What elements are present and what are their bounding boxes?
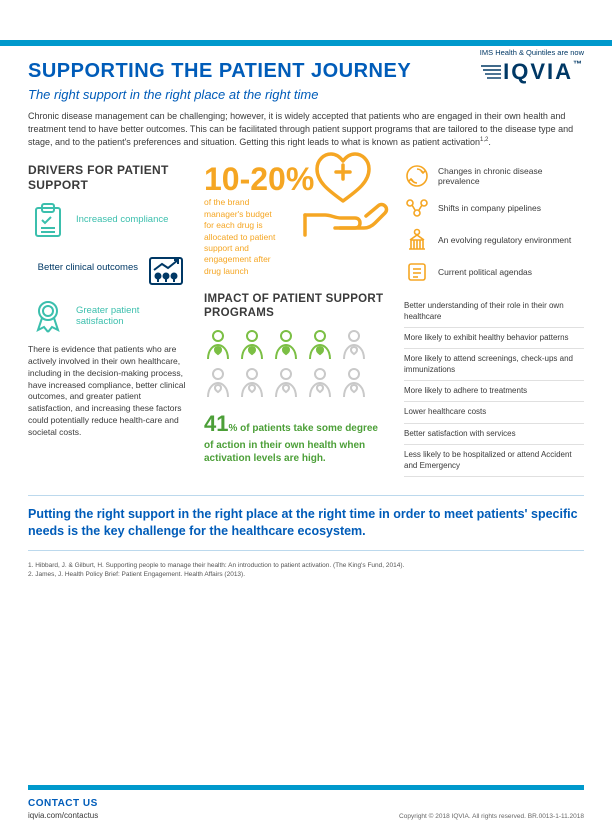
outcome-item: Lower healthcare costs <box>404 402 584 423</box>
factor-item: Shifts in company pipelines <box>404 195 584 221</box>
page-footer: CONTACT US iqvia.com/contactus Copyright… <box>0 785 612 832</box>
outcome-item: Better satisfaction with services <box>404 424 584 445</box>
factor-item: Changes in chronic disease prevalence <box>404 163 584 189</box>
impact-stat: 41% of patients take some degree of acti… <box>204 409 390 466</box>
budget-text: of the brand manager's budget for each d… <box>204 197 282 277</box>
regulatory-icon <box>404 227 430 253</box>
outcome-item: More likely to adhere to treatments <box>404 381 584 402</box>
callout-statement: Putting the right support in the right p… <box>28 495 584 551</box>
driver-label: Better clinical outcomes <box>38 262 138 273</box>
agenda-icon <box>404 259 430 285</box>
person-icon <box>340 367 368 401</box>
brand-logo: IQVIA™ <box>480 59 584 86</box>
person-icon <box>204 329 232 363</box>
person-icon <box>238 329 266 363</box>
outcome-item: More likely to exhibit healthy behavior … <box>404 328 584 349</box>
driver-satisfaction: Greater patient satisfaction <box>28 296 186 336</box>
factor-item: An evolving regulatory environment <box>404 227 584 253</box>
driver-outcomes: Better clinical outcomes <box>28 248 186 288</box>
logo-bars-icon <box>481 60 501 86</box>
contact-label: CONTACT US <box>28 798 584 809</box>
page-subtitle: The right support in the right place at … <box>28 87 584 102</box>
top-accent-bar <box>0 40 612 46</box>
driver-compliance: Increased compliance <box>28 200 186 240</box>
driver-label: Greater patient satisfaction <box>76 305 186 328</box>
reference-2: 2. James, J. Health Policy Brief: Patien… <box>28 570 584 579</box>
footer-accent-bar <box>28 785 584 790</box>
person-icon <box>306 329 334 363</box>
reference-1: 1. Hibbard, J. & Gilburt, H. Supporting … <box>28 561 584 570</box>
factor-text: Changes in chronic disease prevalence <box>438 166 584 187</box>
drivers-title: DRIVERS FOR PATIENT SUPPORT <box>28 163 186 192</box>
outcome-item: Better understanding of their role in th… <box>404 301 584 328</box>
person-icon <box>272 329 300 363</box>
factors-list: Changes in chronic disease prevalence Shi… <box>404 163 584 285</box>
person-icon <box>272 367 300 401</box>
cycle-icon <box>404 163 430 189</box>
factor-text: An evolving regulatory environment <box>438 235 571 246</box>
pipeline-icon <box>404 195 430 221</box>
drivers-column: DRIVERS FOR PATIENT SUPPORT Increased co… <box>28 163 186 477</box>
clipboard-icon <box>28 200 68 240</box>
references: 1. Hibbard, J. & Gilburt, H. Supporting … <box>28 561 584 579</box>
person-icon <box>340 329 368 363</box>
ribbon-icon <box>28 296 68 336</box>
brand-header: IMS Health & Quintiles are now IQVIA™ <box>480 48 584 86</box>
factor-text: Shifts in company pipelines <box>438 203 541 214</box>
heart-hand-icon <box>295 143 390 239</box>
copyright-text: Copyright © 2018 IQVIA. All rights reser… <box>399 813 584 820</box>
impact-title: IMPACT OF PATIENT SUPPORT PROGRAMS <box>204 293 390 321</box>
driver-label: Increased compliance <box>76 214 168 225</box>
person-icon <box>204 367 232 401</box>
right-column: Changes in chronic disease prevalence Shi… <box>404 163 584 477</box>
people-pictogram <box>204 329 384 401</box>
outcome-item: More likely to attend screenings, check-… <box>404 349 584 381</box>
person-icon <box>238 367 266 401</box>
factor-item: Current political agendas <box>404 259 584 285</box>
outcome-item: Less likely to be hospitalized or attend… <box>404 445 584 477</box>
drivers-body: There is evidence that patients who are … <box>28 344 186 439</box>
outcomes-list: Better understanding of their role in th… <box>404 301 584 477</box>
person-icon <box>306 367 334 401</box>
chart-people-icon <box>146 248 186 288</box>
factor-text: Current political agendas <box>438 267 532 278</box>
brand-tagline: IMS Health & Quintiles are now <box>480 48 584 57</box>
middle-column: 10-20% of the brand manager's budget for… <box>204 163 390 477</box>
